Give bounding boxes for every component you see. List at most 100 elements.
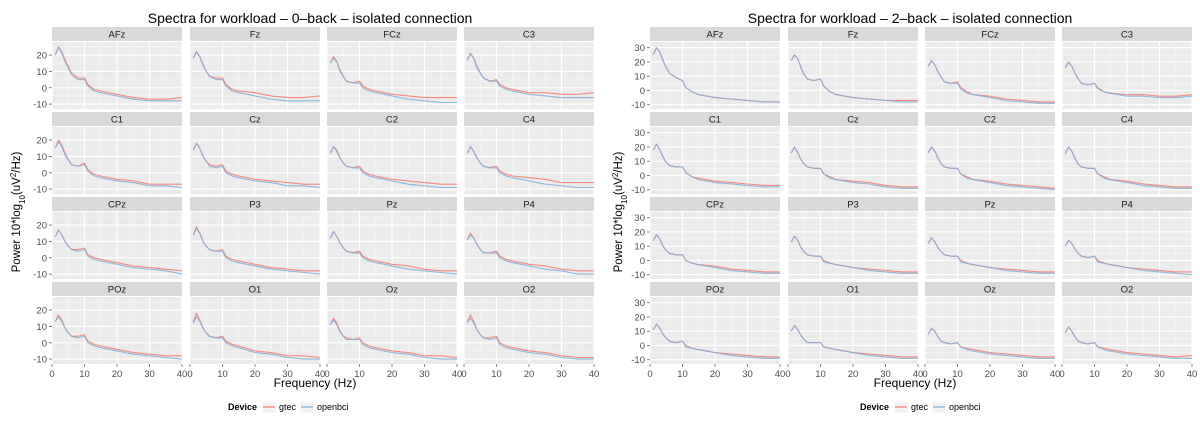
panel-CPz: CPz -10 0 10 20 30 bbox=[631, 197, 781, 281]
y-axis-label: Power 10*log10(uV2/Hz) bbox=[611, 151, 629, 272]
x-tick-label: 20 bbox=[848, 369, 859, 380]
series-line-openbci bbox=[1064, 239, 1193, 276]
panel-FCz: FCz bbox=[326, 27, 458, 109]
panel-Fz: Fz bbox=[189, 27, 321, 109]
panel-Oz: Oz 0 10 20 30 40 bbox=[922, 282, 1060, 380]
chart-1: Spectra for workload – 2–back – isolated… bbox=[611, 10, 1197, 414]
strip-bg bbox=[327, 27, 457, 41]
strip-bg bbox=[52, 197, 182, 211]
panel-AFz: AFz -10 0 10 20 30 bbox=[631, 27, 781, 111]
x-tick-label: 30 bbox=[880, 369, 891, 380]
y-tick-label: 10 bbox=[36, 67, 47, 78]
strip-bg bbox=[650, 282, 780, 296]
panel-P3: P3 bbox=[189, 197, 321, 279]
series-line-openbci bbox=[192, 51, 320, 102]
legend-title: Device bbox=[228, 402, 257, 412]
y-tick-label: 0 bbox=[42, 83, 47, 94]
series-line-openbci bbox=[790, 146, 918, 189]
y-axis-label: Power 10*log10(uV2/Hz) bbox=[9, 151, 27, 272]
series-line-openbci bbox=[652, 234, 780, 274]
strip-bg bbox=[190, 282, 320, 296]
y-tick-label: -10 bbox=[33, 355, 47, 366]
strip-label: AFz bbox=[109, 30, 126, 41]
panel-C4: C4 bbox=[1061, 112, 1193, 194]
x-tick-label: 30 bbox=[1017, 369, 1028, 380]
y-axis-label-sub: 10 bbox=[620, 195, 629, 204]
panel-CPz: CPz -10 0 10 20 bbox=[33, 197, 183, 281]
x-tick-label: 40 bbox=[913, 369, 924, 380]
x-tick-label: 20 bbox=[250, 369, 261, 380]
series-line-openbci bbox=[927, 146, 1056, 191]
x-tick-label: 30 bbox=[419, 369, 430, 380]
strip-label: Oz bbox=[386, 285, 398, 296]
strip-label: P3 bbox=[847, 200, 859, 211]
y-axis-label-sup: 2 bbox=[9, 172, 18, 177]
strip-label: C3 bbox=[1121, 30, 1133, 41]
x-tick-label: 30 bbox=[556, 369, 567, 380]
strip-bg bbox=[1062, 27, 1192, 41]
x-tick-label: 0 bbox=[49, 369, 54, 380]
series-line-openbci bbox=[192, 227, 321, 275]
x-tick-label: 30 bbox=[1154, 369, 1165, 380]
strip-label: C2 bbox=[386, 115, 398, 126]
y-tick-label: 10 bbox=[634, 157, 645, 168]
series-line-openbci bbox=[1064, 326, 1192, 359]
strip-label: C1 bbox=[709, 115, 721, 126]
y-tick-label: 30 bbox=[634, 43, 645, 54]
strip-label: P3 bbox=[249, 200, 261, 211]
y-tick-label: -10 bbox=[631, 355, 645, 366]
y-tick-label: 20 bbox=[36, 221, 47, 232]
strip-bg bbox=[925, 197, 1055, 211]
strip-bg bbox=[788, 197, 918, 211]
y-tick-label: 0 bbox=[42, 338, 47, 349]
strip-label: O1 bbox=[847, 285, 860, 296]
panel-C2: C2 bbox=[326, 112, 458, 194]
y-tick-label: 20 bbox=[36, 306, 47, 317]
strip-label: C1 bbox=[111, 115, 123, 126]
x-tick-label: 20 bbox=[112, 369, 123, 380]
strip-label: P4 bbox=[523, 200, 535, 211]
y-axis-label-mid: (uV bbox=[613, 177, 625, 195]
strip-label: Pz bbox=[984, 200, 995, 211]
y-tick-label: -10 bbox=[33, 185, 47, 196]
y-axis-label-sup: 2 bbox=[611, 172, 620, 177]
series-line-openbci bbox=[790, 324, 918, 359]
x-tick-label: 10 bbox=[677, 369, 688, 380]
strip-label: C2 bbox=[984, 115, 996, 126]
y-axis-label-suffix: /Hz) bbox=[11, 151, 23, 172]
series-line-openbci bbox=[927, 327, 1055, 359]
panel-C3: C3 bbox=[1061, 27, 1193, 109]
y-tick-label: 20 bbox=[634, 57, 645, 68]
x-tick-label: 10 bbox=[79, 369, 90, 380]
strip-bg bbox=[190, 197, 320, 211]
legend-title: Device bbox=[860, 402, 889, 412]
strip-label: O2 bbox=[523, 285, 536, 296]
strip-bg bbox=[190, 112, 320, 126]
strip-bg bbox=[464, 197, 594, 211]
y-axis-label-sub: 10 bbox=[18, 195, 27, 204]
x-tick-label: 30 bbox=[282, 369, 293, 380]
strip-label: POz bbox=[706, 285, 725, 296]
series-line-openbci bbox=[652, 47, 780, 103]
strip-bg bbox=[650, 112, 780, 126]
series-line-openbci bbox=[652, 143, 780, 188]
strip-label: Oz bbox=[984, 285, 996, 296]
panel-P3: P3 bbox=[787, 197, 919, 279]
panel-C4: C4 bbox=[463, 112, 595, 194]
x-tick-label: 40 bbox=[589, 369, 600, 380]
series-line-openbci bbox=[54, 229, 183, 275]
y-tick-label: 20 bbox=[36, 136, 47, 147]
panel-FCz: FCz bbox=[924, 27, 1056, 109]
strip-label: Cz bbox=[249, 115, 261, 126]
chart-0: Spectra for workload – 0–back – isolated… bbox=[9, 10, 600, 414]
x-tick-label: 30 bbox=[742, 369, 753, 380]
panel-P4: P4 bbox=[463, 197, 595, 279]
x-axis-label: Frequency (Hz) bbox=[274, 376, 357, 390]
legend: Device gtec openbci bbox=[228, 400, 349, 414]
strip-label: FCz bbox=[383, 30, 401, 41]
series-line-openbci bbox=[192, 316, 320, 360]
strip-label: FCz bbox=[981, 30, 999, 41]
y-tick-label: 20 bbox=[634, 227, 645, 238]
strip-label: O2 bbox=[1121, 285, 1134, 296]
panel-C2: C2 bbox=[924, 112, 1056, 194]
